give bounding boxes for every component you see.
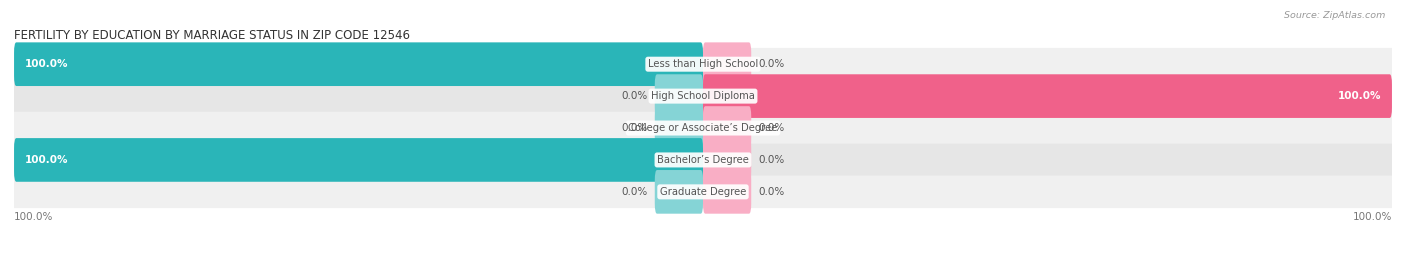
Text: 100.0%: 100.0% [24, 155, 67, 165]
Text: Graduate Degree: Graduate Degree [659, 187, 747, 197]
FancyBboxPatch shape [14, 112, 1392, 144]
Text: College or Associate’s Degree: College or Associate’s Degree [628, 123, 778, 133]
Text: 100.0%: 100.0% [14, 212, 53, 222]
FancyBboxPatch shape [703, 42, 751, 86]
Text: 0.0%: 0.0% [758, 59, 785, 69]
FancyBboxPatch shape [703, 170, 751, 214]
Text: 0.0%: 0.0% [758, 123, 785, 133]
FancyBboxPatch shape [655, 74, 703, 118]
Text: High School Diploma: High School Diploma [651, 91, 755, 101]
FancyBboxPatch shape [703, 138, 751, 182]
FancyBboxPatch shape [14, 144, 1392, 176]
Text: FERTILITY BY EDUCATION BY MARRIAGE STATUS IN ZIP CODE 12546: FERTILITY BY EDUCATION BY MARRIAGE STATU… [14, 29, 411, 42]
FancyBboxPatch shape [14, 176, 1392, 208]
Text: 0.0%: 0.0% [621, 187, 648, 197]
FancyBboxPatch shape [14, 138, 703, 182]
Text: 100.0%: 100.0% [24, 59, 67, 69]
FancyBboxPatch shape [14, 80, 1392, 112]
FancyBboxPatch shape [703, 74, 1392, 118]
FancyBboxPatch shape [14, 48, 1392, 80]
FancyBboxPatch shape [703, 106, 751, 150]
Text: 0.0%: 0.0% [621, 91, 648, 101]
Text: Source: ZipAtlas.com: Source: ZipAtlas.com [1284, 11, 1385, 20]
Text: 0.0%: 0.0% [621, 123, 648, 133]
Text: 0.0%: 0.0% [758, 187, 785, 197]
Text: 0.0%: 0.0% [758, 155, 785, 165]
Text: Less than High School: Less than High School [648, 59, 758, 69]
Text: 100.0%: 100.0% [1353, 212, 1392, 222]
FancyBboxPatch shape [655, 106, 703, 150]
FancyBboxPatch shape [14, 42, 703, 86]
Text: 100.0%: 100.0% [1339, 91, 1382, 101]
FancyBboxPatch shape [655, 170, 703, 214]
Text: Bachelor’s Degree: Bachelor’s Degree [657, 155, 749, 165]
